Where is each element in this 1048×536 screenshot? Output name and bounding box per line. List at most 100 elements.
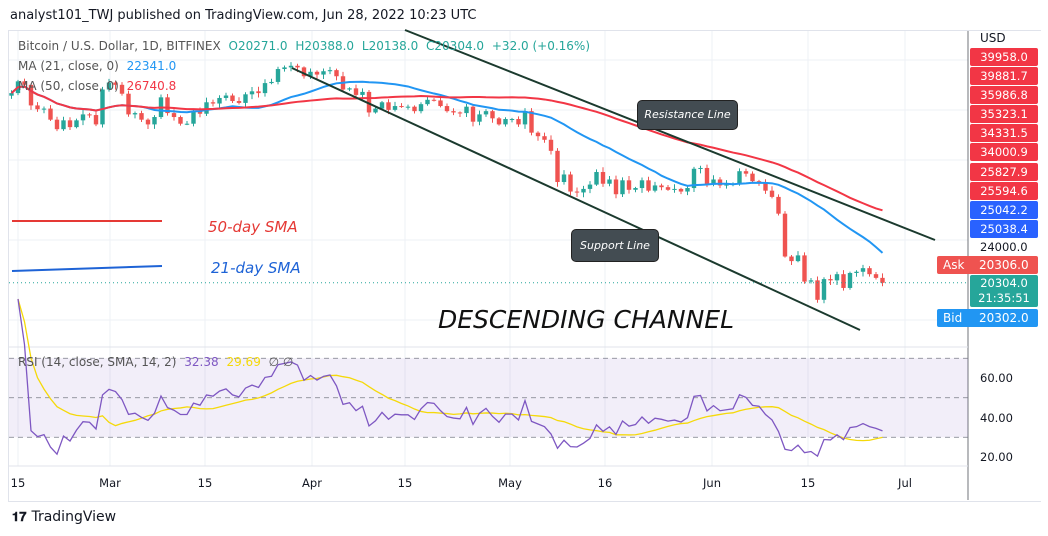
candle-body	[724, 184, 729, 186]
rsi-value: 32.38	[184, 355, 219, 369]
rsi-extra: ∅ ∅	[268, 355, 294, 369]
candle-body	[743, 171, 749, 174]
price-line-tag: 39881.7	[970, 67, 1038, 85]
candle-body	[204, 102, 209, 114]
candle-body	[145, 119, 151, 125]
last-price-tag: 20304.0 21:35:51	[970, 275, 1038, 307]
price-line-tag: 25594.6	[970, 182, 1038, 200]
ma21-value: 22341.0	[126, 59, 177, 73]
ma50-legend[interactable]: MA (50, close, 0) 26740.8	[18, 79, 180, 93]
candle-body	[425, 99, 430, 105]
x-tick-label: 15	[197, 476, 213, 490]
candle-body	[828, 279, 833, 281]
candle-body	[256, 91, 261, 94]
candle-body	[756, 181, 762, 183]
candle-body	[249, 91, 255, 95]
ohlc-high: H20388.0	[295, 39, 355, 53]
bid-price: 20302.0	[979, 311, 1029, 325]
candle-body	[9, 93, 14, 96]
candle-body	[217, 97, 222, 104]
candle-body	[613, 179, 619, 195]
candle-body	[457, 112, 463, 114]
candle-body	[789, 256, 794, 262]
symbol-legend: Bitcoin / U.S. Dollar, 1D, BITFINEX O202…	[18, 39, 594, 53]
candle-body	[470, 106, 476, 122]
candle-body	[392, 106, 398, 110]
candle-body	[659, 185, 664, 188]
support-line	[291, 67, 861, 331]
candle-body	[243, 94, 248, 103]
candle-body	[405, 106, 411, 108]
candle-body	[334, 70, 339, 77]
currency-label: USD	[980, 31, 1006, 45]
candle-body	[581, 188, 586, 193]
candle-body	[496, 118, 502, 125]
ma21-legend[interactable]: MA (21, close, 0) 22341.0	[18, 59, 180, 73]
candle-body	[379, 102, 385, 109]
x-tick-label: 15	[397, 476, 413, 490]
candle-body	[262, 83, 268, 94]
resistance-line	[404, 29, 936, 241]
price-tick: 24000.0	[980, 240, 1028, 254]
publisher-header: analyst101_TWJ published on TradingView.…	[10, 8, 477, 23]
candle-body	[67, 120, 73, 128]
chart-frame	[8, 30, 1041, 502]
candle-body	[503, 119, 508, 125]
candle-body	[106, 82, 112, 90]
brand-name: TradingView	[31, 509, 117, 525]
candle-body	[295, 65, 300, 68]
candle-body	[230, 95, 235, 102]
bid-label: Bid	[943, 311, 963, 325]
candle-body	[269, 81, 274, 84]
candle-body	[873, 274, 879, 278]
rsi-tick: 20.00	[980, 450, 1013, 464]
price-line-tag: 25827.9	[970, 163, 1038, 181]
candle-body	[444, 106, 450, 112]
bar-countdown: 21:35:51	[978, 291, 1030, 305]
price-line-tag: 34000.9	[970, 143, 1038, 161]
candle-body	[639, 180, 645, 189]
rsi-legend[interactable]: RSI (14, close, SMA, 14, 2) 32.38 29.69 …	[18, 355, 297, 369]
candle-body	[360, 91, 365, 95]
x-tick-label: 15	[10, 476, 26, 490]
ma50-value: 26740.8	[126, 79, 177, 93]
candle-body	[860, 268, 866, 272]
candle-body	[132, 113, 138, 115]
x-tick-label: Apr	[302, 476, 322, 490]
price-line-tag: 35986.8	[970, 86, 1038, 104]
ma50-label: MA (50, close, 0)	[18, 79, 119, 93]
candle-body	[535, 132, 541, 137]
candle-body	[717, 179, 723, 186]
symbol-name: Bitcoin / U.S. Dollar, 1D, BITFINEX	[18, 39, 221, 53]
tradingview-logo[interactable]: 𝟏𝟕 TradingView	[12, 509, 116, 525]
candle-body	[210, 102, 216, 104]
candle-body	[477, 114, 482, 122]
candle-body	[834, 274, 840, 281]
support-line-label: Support Line	[571, 229, 659, 262]
candle-body	[555, 150, 560, 183]
ask-label: Ask	[943, 258, 965, 272]
candle-body	[542, 136, 547, 140]
candle-body	[626, 180, 632, 190]
candle-body	[48, 108, 53, 120]
ohlc-change: +32.0 (+0.16%)	[491, 39, 591, 53]
candle-body	[35, 105, 40, 110]
candle-body	[483, 111, 489, 115]
rsi-label: RSI (14, close, SMA, 14, 2)	[18, 355, 177, 369]
price-line-tag: 35323.1	[970, 105, 1038, 123]
candle-body	[808, 280, 814, 282]
ohlc-open: O20271.0	[228, 39, 288, 53]
candle-body	[522, 111, 528, 125]
candle-body	[236, 101, 242, 103]
candle-body	[28, 84, 34, 106]
candle-body	[841, 274, 846, 288]
x-tick-label: 15	[800, 476, 816, 490]
candle-body	[126, 93, 131, 115]
ma50-line	[10, 85, 883, 212]
candle-body	[197, 111, 203, 114]
candle-body	[672, 188, 677, 190]
candle-body	[516, 119, 521, 125]
rsi-tick: 40.00	[980, 411, 1013, 425]
ask-tag: Ask 20306.0	[937, 256, 1038, 274]
